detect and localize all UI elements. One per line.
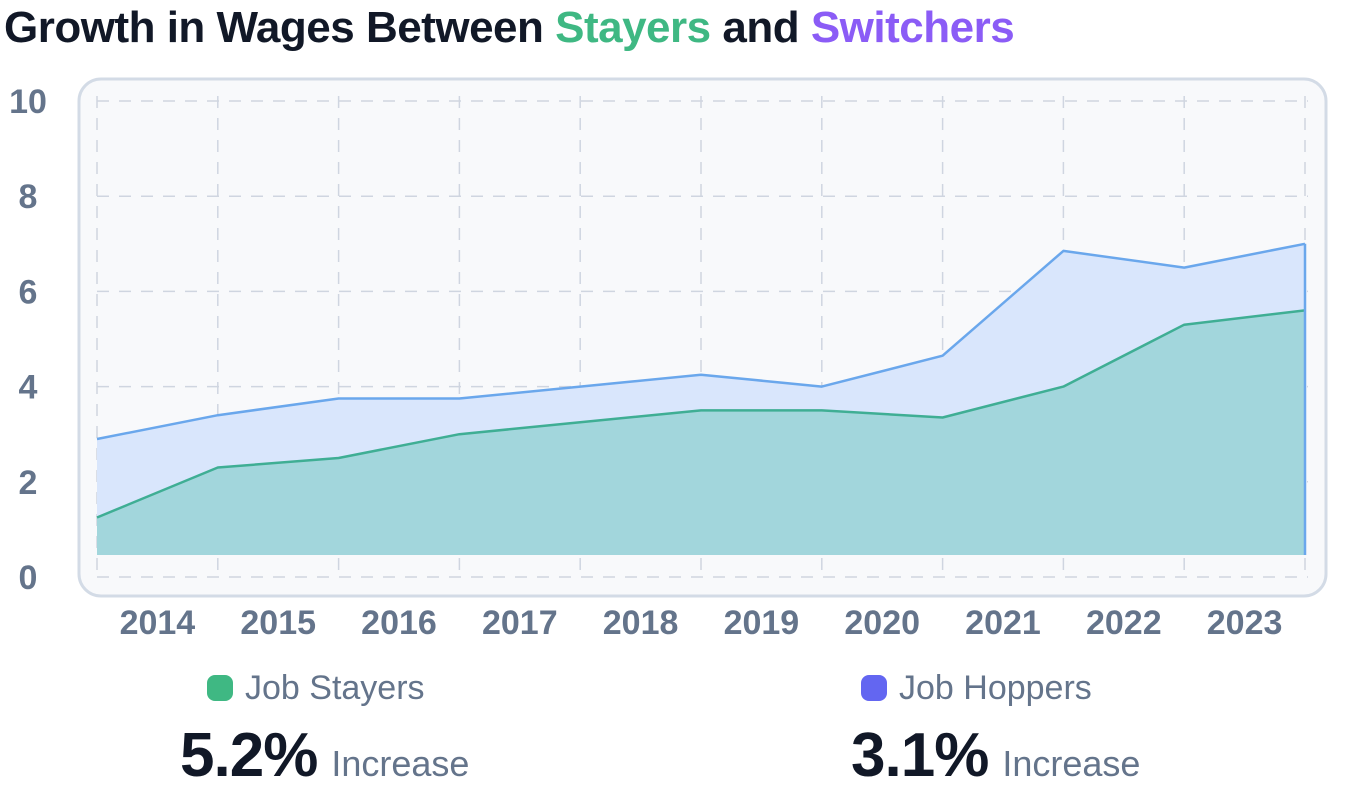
legend-hoppers: Job Hoppers xyxy=(861,668,1092,708)
stayers-swatch xyxy=(207,675,233,701)
x-tick-label: 2018 xyxy=(603,604,679,642)
title-part2: and xyxy=(710,3,811,52)
legend-stayers-label: Job Stayers xyxy=(245,668,425,707)
x-tick-label: 2021 xyxy=(965,604,1041,642)
y-tick-label: 10 xyxy=(9,83,47,121)
y-tick-label: 4 xyxy=(19,369,38,407)
x-tick-label: 2023 xyxy=(1207,604,1283,642)
y-tick-label: 8 xyxy=(19,178,38,216)
x-tick-label: 2016 xyxy=(361,604,437,642)
y-tick-label: 0 xyxy=(19,559,38,597)
hoppers-stat-value: 3.1% xyxy=(851,721,989,790)
title-switchers: Switchers xyxy=(810,3,1015,52)
y-tick-label: 2 xyxy=(19,464,38,502)
hoppers-stat-suffix: Increase xyxy=(1002,743,1141,784)
x-tick-label: 2014 xyxy=(120,604,196,642)
stayers-stat-value: 5.2% xyxy=(180,721,318,790)
x-tick-label: 2020 xyxy=(844,604,920,642)
y-tick-label: 6 xyxy=(19,273,38,311)
title-stayers: Stayers xyxy=(555,3,711,52)
title-part1: Growth in Wages Between xyxy=(4,3,556,52)
stayers-line xyxy=(96,309,1306,519)
stayers-stat: 5.2% Increase xyxy=(180,720,469,790)
wage-growth-area-chart: 0 2 4 6 8 10 2014 2015 2016 2017 2018 2019 2020 2021 2… xyxy=(9,77,1328,642)
hoppers-swatch xyxy=(861,675,887,701)
stayers-stat-suffix: Increase xyxy=(331,743,470,784)
hoppers-line xyxy=(96,242,1306,441)
x-tick-label: 2019 xyxy=(724,604,800,642)
legend-stayers: Job Stayers xyxy=(207,668,425,708)
x-tick-label: 2015 xyxy=(240,604,316,642)
hoppers-stat: 3.1% Increase xyxy=(851,720,1140,790)
chart-title: Growth in Wages Between Stayers and Swit… xyxy=(4,0,1015,56)
legend-hoppers-label: Job Hoppers xyxy=(899,668,1092,707)
x-tick-label: 2017 xyxy=(482,604,558,642)
stayers-area xyxy=(97,310,1305,555)
x-tick-label: 2022 xyxy=(1086,604,1162,642)
